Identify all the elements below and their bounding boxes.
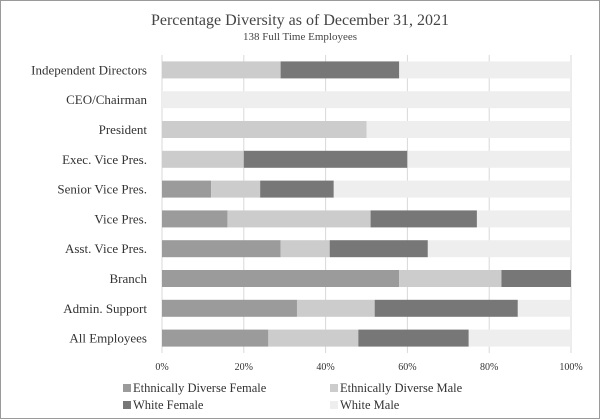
bar-segment-9-0: [162, 329, 269, 347]
chart-subtitle: 138 Full Time Employees: [243, 31, 357, 43]
bars: [162, 61, 571, 347]
bar-segment-9-3: [468, 329, 571, 347]
legend-swatch-1: [330, 384, 338, 392]
bar-segment-3-2: [243, 150, 408, 168]
bar-segment-4-2: [260, 180, 334, 198]
bar-segment-3-3: [407, 150, 571, 168]
bar-segment-7-2: [501, 270, 571, 287]
bar-segment-4-0: [162, 180, 212, 198]
x-tick-label: 0%: [155, 362, 168, 373]
bar-segment-7-0: [162, 270, 400, 287]
legend-swatch-2: [123, 401, 131, 409]
chart-title: Percentage Diversity as of December 31, …: [151, 12, 449, 29]
category-label: Asst. Vice Pres.: [65, 241, 147, 256]
x-tick-label: 100%: [559, 362, 582, 373]
bar-segment-0-3: [399, 61, 571, 79]
legend-swatch-0: [123, 384, 131, 392]
bar-segment-6-3: [427, 240, 571, 258]
category-label: Branch: [109, 271, 147, 286]
bar-segment-6-2: [329, 240, 428, 258]
bar-segment-2-3: [366, 121, 571, 138]
bar-segment-6-0: [162, 240, 281, 258]
bar-segment-5-0: [162, 210, 228, 228]
x-tick-label: 80%: [480, 362, 498, 373]
legend-label: Ethnically Diverse Male: [340, 381, 463, 395]
bar-segment-5-2: [370, 210, 477, 228]
bar-segment-7-1: [399, 270, 502, 287]
bar-segment-0-1: [162, 61, 281, 79]
category-label: Independent Directors: [31, 62, 147, 77]
bar-segment-8-3: [517, 299, 571, 317]
legend-label: White Male: [340, 398, 400, 412]
x-tick-labels: 0% 20% 40% 60% 80% 100%: [155, 362, 582, 373]
bar-segment-9-2: [358, 329, 469, 347]
bar-segment-9-1: [268, 329, 359, 347]
category-label: Exec. Vice Pres.: [62, 152, 147, 167]
legend-swatch-3: [330, 401, 338, 409]
category-label: President: [99, 122, 148, 137]
category-label: Vice Pres.: [94, 211, 147, 226]
bar-segment-2-1: [162, 121, 367, 138]
legend-label: Ethnically Diverse Female: [133, 381, 267, 395]
category-label: All Employees: [69, 331, 147, 346]
category-label: Senior Vice Pres.: [57, 182, 147, 197]
x-tick-label: 20%: [235, 362, 253, 373]
bar-segment-8-1: [296, 299, 375, 317]
category-label: CEO/Chairman: [66, 92, 147, 107]
bar-segment-1-3: [162, 91, 571, 109]
bar-segment-4-1: [211, 180, 261, 198]
legend: Ethnically Diverse Female Ethnically Dive…: [123, 381, 463, 412]
bar-segment-5-1: [227, 210, 371, 228]
category-labels: Independent Directors CEO/Chairman Preside…: [31, 62, 147, 345]
bar-segment-4-3: [333, 180, 571, 198]
x-tick-label: 60%: [398, 362, 416, 373]
category-label: Admin. Support: [63, 301, 147, 316]
bar-segment-0-2: [280, 61, 400, 79]
bar-segment-5-3: [476, 210, 571, 228]
bar-segment-8-2: [374, 299, 518, 317]
bar-segment-6-1: [280, 240, 330, 258]
bar-segment-8-0: [162, 299, 297, 317]
bar-segment-3-1: [162, 150, 244, 168]
legend-label: White Female: [133, 398, 204, 412]
x-tick-label: 40%: [316, 362, 334, 373]
